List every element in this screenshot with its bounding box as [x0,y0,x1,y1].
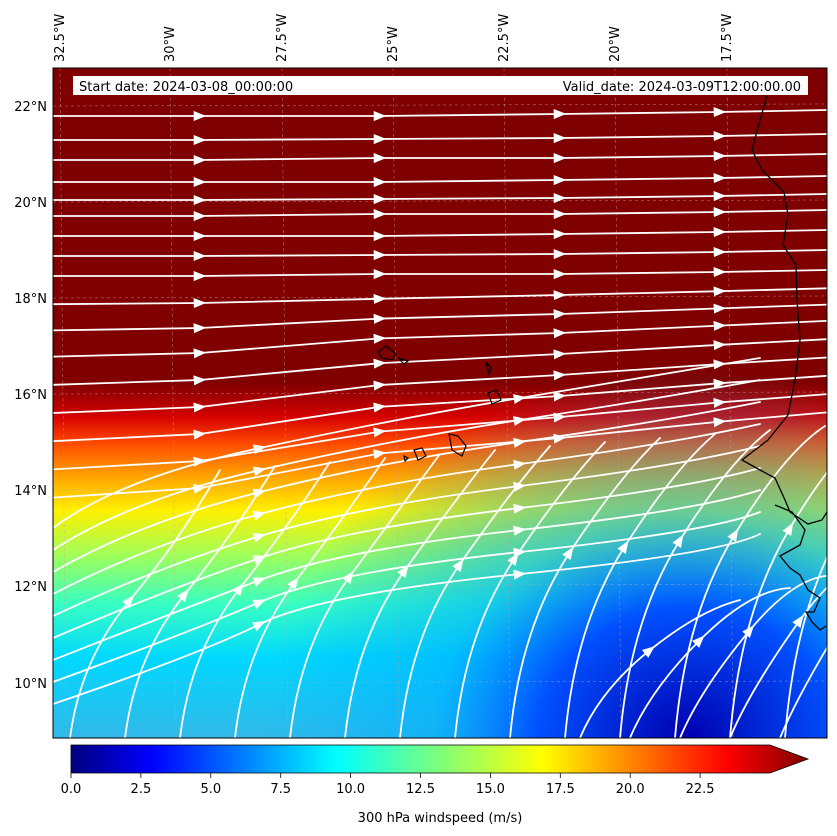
date-info-box [73,76,808,95]
colorbar-tick-label: 2.5 [131,782,152,797]
streamline [779,646,827,738]
lon-tick-label: 20°W [608,26,623,62]
lon-tick-label: 17.5°W [720,14,735,62]
streamline [124,465,276,738]
streamline [53,320,827,359]
lon-tick-label: 27.5°W [275,14,290,62]
streamline [53,151,827,166]
streamline [579,599,741,738]
lon-tick-label: 32.5°W [53,14,68,62]
streamline [53,131,827,146]
lat-tick-label: 20°N [14,196,47,211]
lat-tick-label: 22°N [14,100,47,115]
colorbar-label: 300 hPa windspeed (m/s) [358,811,523,826]
streamline [53,286,827,309]
start-date-label: Start date: 2024-03-08_00:00:00 [79,80,293,95]
lon-tick-label: 25°W [386,26,401,62]
streamline [53,303,827,334]
streamline [234,457,386,738]
streamline [53,173,827,188]
streamline [53,191,827,206]
streamline [509,437,661,738]
colorbar-tick-label: 7.5 [270,782,291,797]
streamline [629,587,791,738]
colorbar-tick-label: 17.5 [546,782,575,797]
streamline [729,471,827,738]
streamline [53,533,761,705]
colorbar-ticks: 0.0 2.5 5.0 7.5 10.0 12.5 15.0 17.5 20.0 22.5 [61,773,715,797]
streamline [289,453,441,738]
colorbar-tick-label: 15.0 [476,782,505,797]
latitude-tick-labels: 22°N 20°N 18°N 16°N 14°N 12°N 10°N [14,100,47,692]
colorbar-tick-label: 12.5 [406,782,435,797]
colorbar-tick-label: 22.5 [686,782,715,797]
streamline [679,574,827,738]
streamline [564,433,716,738]
islands [377,345,502,463]
streamline [53,227,827,242]
valid-date-label: Valid_date: 2024-03-09T12:00:00.00 [563,80,801,95]
longitude-tick-labels: 32.5°W 30°W 27.5°W 25°W 22.5°W 20°W 17.5°W [53,14,735,62]
streamline [729,586,827,738]
lat-tick-label: 12°N [14,580,47,595]
lon-tick-label: 30°W [163,26,178,62]
coastline-africa [740,91,827,631]
streamline [344,449,496,738]
streamline [784,555,827,738]
streamline [399,445,551,738]
streamline [53,107,827,122]
map-panel: Start date: 2024-03-08_00:00:00 Valid_da… [14,14,828,739]
streamline [53,207,827,222]
colorbar-tick-label: 20.0 [616,782,645,797]
streamline [454,441,606,738]
lon-tick-label: 22.5°W [497,14,512,62]
streamline [619,429,771,738]
lat-tick-label: 18°N [14,292,47,307]
colorbar-tick-label: 0.0 [61,782,82,797]
colorbar-body [70,744,810,774]
streamline [53,338,827,386]
colorbar: 0.0 2.5 5.0 7.5 10.0 12.5 15.0 17.5 20.0 22.5 300… [61,744,810,826]
streamline [69,469,221,738]
streamline [53,247,827,262]
streamlines [53,107,827,738]
lat-tick-label: 10°N [14,677,47,692]
streamline [674,425,826,738]
lat-tick-label: 16°N [14,388,47,403]
lat-tick-label: 14°N [14,484,47,499]
colorbar-tick-label: 5.0 [200,782,221,797]
streamline [179,461,331,738]
streamline [53,267,827,282]
colorbar-tick-label: 10.0 [336,782,365,797]
